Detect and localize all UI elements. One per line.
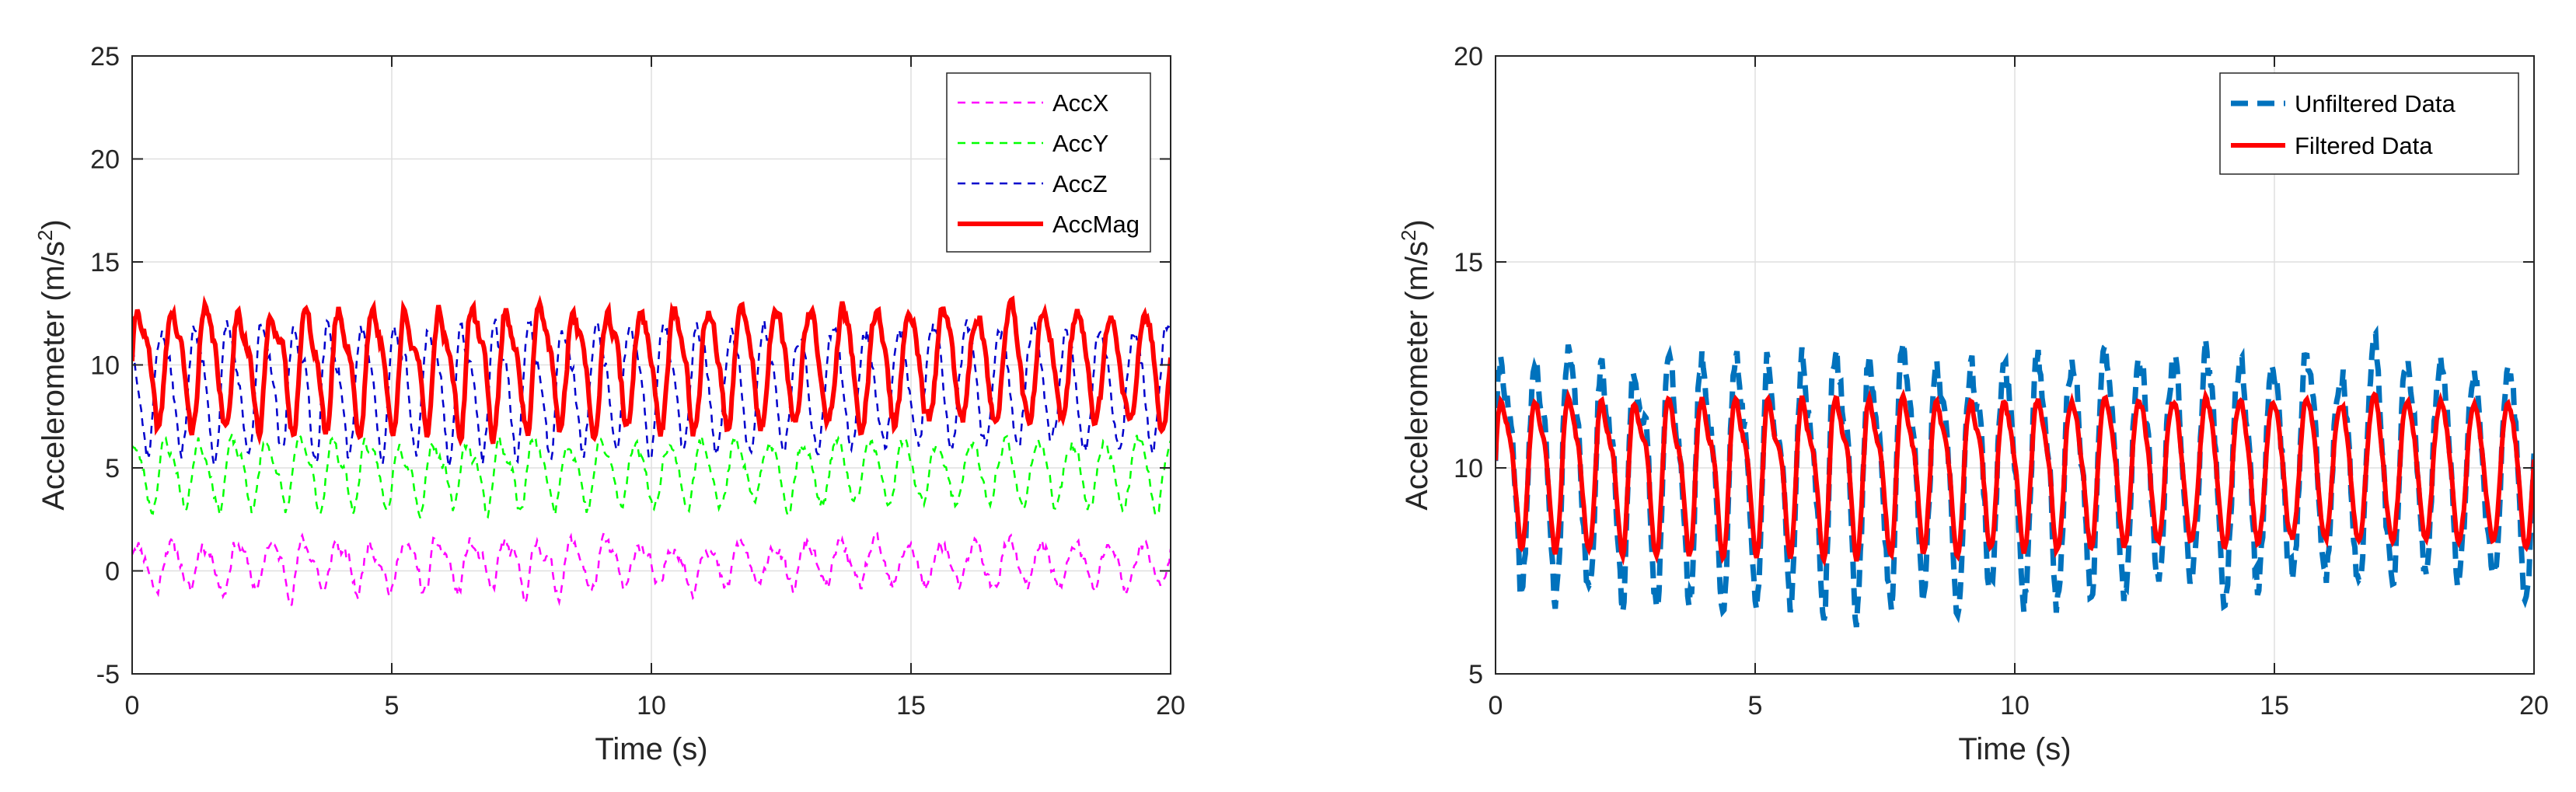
y-tick-label: 10 xyxy=(90,351,120,381)
y-axis-label-close: ) xyxy=(1400,219,1434,229)
x-tick-label: 0 xyxy=(1489,691,1503,720)
y-axis-label-close: ) xyxy=(37,219,71,229)
series-line-filtered-data xyxy=(1496,388,2534,567)
x-tick-label: 10 xyxy=(637,691,666,720)
y-tick-label: 25 xyxy=(90,42,120,72)
series-group xyxy=(132,295,1171,608)
legend-label: AccZ xyxy=(1052,170,1108,197)
x-tick-label: 15 xyxy=(2260,691,2289,720)
x-axis-label: Time (s) xyxy=(1958,732,2071,766)
series-group xyxy=(1496,325,2534,628)
legend-label: AccY xyxy=(1052,130,1108,157)
y-tick-label: 15 xyxy=(90,248,120,277)
y-axis-label: Accelerometer (m/s2) xyxy=(1397,219,1434,511)
x-tick-label: 15 xyxy=(896,691,926,720)
y-tick-label: 10 xyxy=(1454,454,1483,483)
legend-label: Unfiltered Data xyxy=(2295,90,2456,117)
y-tick-label: 5 xyxy=(105,454,120,483)
series-line-accz xyxy=(132,318,1171,469)
y-axis-label-main: Accelerometer (m/s xyxy=(1400,241,1434,511)
legend: AccX AccY AccZ AccMag xyxy=(946,72,1151,253)
y-axis-label-main: Accelerometer (m/s xyxy=(37,241,71,511)
legend-label: AccX xyxy=(1052,89,1109,117)
y-tick-label: 20 xyxy=(90,145,120,175)
y-axis-label-exponent: 2 xyxy=(1397,230,1420,241)
y-tick-label: -5 xyxy=(96,660,120,689)
legend-label: Filtered Data xyxy=(2295,132,2433,159)
x-axis-label: Time (s) xyxy=(595,732,707,766)
x-tick-label: 20 xyxy=(1156,691,1185,720)
y-tick-label: 20 xyxy=(1454,42,1483,72)
legend: Unfiltered Data Filtered Data xyxy=(2219,72,2519,175)
x-tick-label: 10 xyxy=(2000,691,2030,720)
x-tick-label: 0 xyxy=(125,691,140,720)
y-tick-label: 15 xyxy=(1454,248,1483,277)
series-line-accy xyxy=(132,432,1171,519)
legend-label: AccMag xyxy=(1052,211,1140,238)
x-tick-label: 5 xyxy=(385,691,400,720)
x-tick-label: 20 xyxy=(2519,691,2549,720)
series-line-accmag xyxy=(132,295,1171,447)
y-tick-label: 5 xyxy=(1468,660,1483,689)
series-line-accx xyxy=(132,530,1171,608)
y-tick-label: 0 xyxy=(105,557,120,587)
y-axis-label: Accelerometer (m/s2) xyxy=(33,219,71,511)
y-axis-label-exponent: 2 xyxy=(33,230,57,241)
legend-box xyxy=(2219,72,2519,175)
legend-box xyxy=(946,72,1151,253)
x-tick-label: 5 xyxy=(1748,691,1763,720)
